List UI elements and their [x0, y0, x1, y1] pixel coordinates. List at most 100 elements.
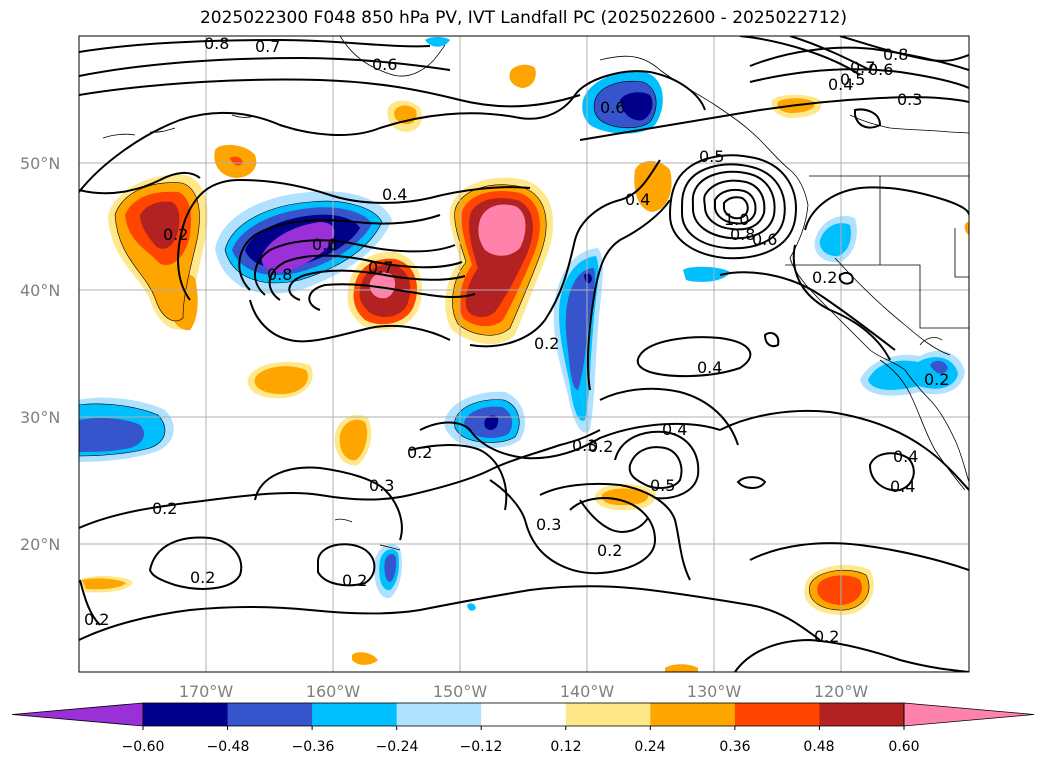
- colorbar-tick-label: 0.12: [550, 739, 581, 755]
- negative-anomaly-blob: [930, 360, 948, 374]
- contour-label: 0.3: [897, 90, 922, 109]
- positive-anomaly-blob: [167, 272, 198, 331]
- colorbar-tick-label: −0.12: [460, 739, 503, 755]
- negative-anomaly-blob: [425, 37, 450, 47]
- contour-label: 0.2: [84, 610, 109, 629]
- positive-anomaly-blob: [665, 664, 698, 672]
- positive-anomaly-blob: [369, 272, 396, 299]
- contour-label: 0.2: [814, 627, 839, 646]
- contour-label: 0.2: [407, 443, 432, 462]
- shading-outlines: [79, 80, 870, 611]
- contour-label: 0.3: [536, 515, 561, 534]
- contour-label: 0.6: [312, 235, 337, 254]
- colorbar-tick-label: 0.48: [803, 739, 834, 755]
- pv-shading: [79, 37, 969, 672]
- colorbar-tick-label: 0.60: [888, 739, 919, 755]
- contour-label: 0.4: [662, 420, 687, 439]
- positive-anomaly-blob: [339, 419, 368, 461]
- positive-anomaly-blob: [634, 161, 672, 212]
- negative-anomaly-blob: [261, 222, 335, 273]
- contour-label: 0.2: [924, 370, 949, 389]
- negative-anomaly-blob: [584, 273, 592, 284]
- contour-label: 0.2: [152, 499, 177, 518]
- contour-label: 0.4: [828, 75, 853, 94]
- positive-anomaly-blob: [601, 488, 649, 506]
- contour-label: 0.8: [883, 45, 908, 64]
- colorbar-tick-label: −0.24: [376, 739, 419, 755]
- negative-anomaly-blob: [467, 603, 476, 611]
- contour-label: 0.2: [163, 225, 188, 244]
- contour-label: 0.5: [840, 70, 865, 89]
- contour-label: 0.8: [267, 265, 292, 284]
- lon-label: 140°W: [560, 682, 615, 701]
- contour-label: 0.6: [372, 55, 397, 74]
- contour-label: 0.3: [369, 476, 394, 495]
- contour-label: 0.6: [868, 60, 893, 79]
- negative-anomaly-blob: [620, 92, 653, 121]
- colorbar-tick-label: −0.36: [292, 739, 335, 755]
- negative-anomaly-blob: [683, 266, 730, 282]
- contour-label: 0.7: [255, 37, 280, 56]
- colorbar: [11, 702, 1035, 730]
- colorbar-segment: [481, 703, 567, 726]
- contour-lines: [79, 36, 969, 672]
- colorbar-segment: [143, 703, 229, 726]
- positive-anomaly-blob: [509, 64, 536, 88]
- positive-anomaly-blob: [478, 204, 526, 256]
- contour-label: 0.4: [893, 447, 918, 466]
- negative-anomaly-blob: [79, 417, 145, 452]
- plot-frame: [78, 35, 970, 673]
- colorbar-segment: [819, 703, 905, 726]
- lon-label: 120°W: [814, 682, 869, 701]
- contour-label: 0.4: [697, 358, 722, 377]
- contour-label: 0.2: [588, 437, 613, 456]
- positive-anomaly-blob: [817, 575, 862, 605]
- lat-label: 30°N: [20, 408, 60, 427]
- contour-label: 0.4: [382, 185, 407, 204]
- lon-label: 150°W: [433, 682, 488, 701]
- latitude-labels: 50°N 40°N 30°N 20°N: [20, 154, 60, 554]
- lon-label: 170°W: [179, 682, 234, 701]
- contour-label: 0.7: [368, 258, 393, 277]
- colorbar-tick-label: −0.48: [207, 739, 250, 755]
- contour-label: 0.6: [600, 98, 625, 117]
- colorbar-segment: [565, 703, 651, 726]
- colorbar-tick-label: −0.60: [122, 739, 165, 755]
- contour-label: 0.8: [204, 34, 229, 53]
- colorbar-segment: [227, 703, 313, 726]
- positive-anomaly-blob: [82, 578, 126, 590]
- colorbar-tick-label: 0.36: [719, 739, 750, 755]
- colorbar-extension-low: [11, 702, 144, 727]
- contour-label: 0.4: [625, 190, 650, 209]
- longitude-labels: 170°W 160°W 150°W 140°W 130°W 120°W: [179, 682, 869, 701]
- contour-label: 0.2: [812, 268, 837, 287]
- colorbar-tick-labels: −0.60 −0.48 −0.36 −0.24 −0.12 0.12 0.24 …: [122, 739, 920, 755]
- contour-label-group: 0.8 0.7 0.6 0.8 0.7 0.6 0.5 0.4 0.3 0.6 …: [84, 34, 949, 646]
- lon-label: 160°W: [306, 682, 361, 701]
- contour-label: 0.7: [850, 58, 875, 77]
- contour-label: 0.2: [342, 571, 367, 590]
- contour-label: 0.2: [597, 541, 622, 560]
- positive-anomaly-blob: [964, 222, 969, 235]
- colorbar-segment: [312, 703, 398, 726]
- colorbar-segment: [734, 703, 820, 726]
- contour-label: 0.6: [752, 230, 777, 249]
- negative-anomaly-blob: [484, 415, 499, 430]
- colorbar-frame: [142, 702, 905, 727]
- colorbar-segment: [396, 703, 482, 726]
- lon-label: 130°W: [687, 682, 742, 701]
- contour-label: 0.8: [730, 225, 755, 244]
- contour-label: 0.4: [890, 477, 915, 496]
- positive-anomaly-blob: [140, 201, 180, 249]
- lat-label: 40°N: [20, 281, 60, 300]
- lat-label: 50°N: [20, 154, 60, 173]
- negative-anomaly-blob: [565, 268, 595, 390]
- plot-background: [79, 36, 969, 672]
- negative-anomaly-blob: [384, 554, 397, 582]
- negative-anomaly-blob: [819, 223, 851, 257]
- lat-label: 20°N: [20, 535, 60, 554]
- colorbar-tick-label: 0.24: [634, 739, 665, 755]
- positive-anomaly-blob: [254, 366, 308, 395]
- contour-label: 0.2: [534, 334, 559, 353]
